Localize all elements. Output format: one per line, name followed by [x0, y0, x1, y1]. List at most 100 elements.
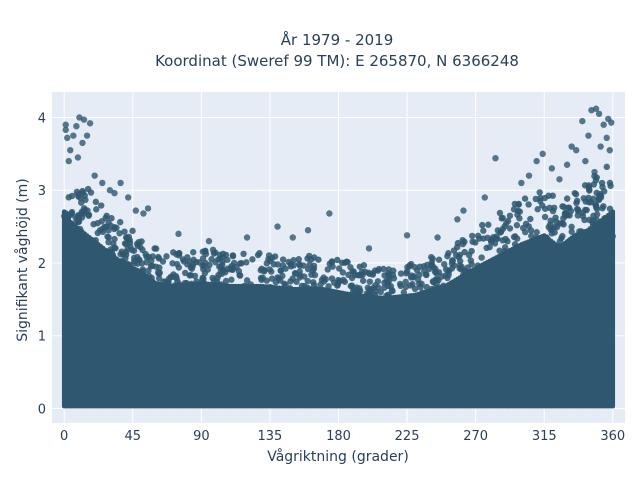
data-point [590, 181, 598, 188]
data-point [344, 258, 351, 266]
data-point [396, 280, 404, 288]
data-point [244, 289, 252, 296]
data-point [287, 278, 294, 285]
data-point [459, 236, 466, 244]
data-point [402, 283, 410, 291]
data-point [601, 215, 608, 222]
data-point [411, 285, 419, 293]
data-point [418, 306, 426, 313]
data-point [299, 301, 307, 309]
data-point [99, 228, 107, 236]
data-point [489, 267, 497, 275]
data-point [131, 274, 139, 281]
data-point [304, 265, 312, 273]
data-point [338, 259, 346, 266]
data-point [340, 303, 347, 311]
data-point [548, 165, 556, 172]
data-point [326, 210, 333, 217]
data-point [606, 205, 614, 212]
data-point [215, 256, 222, 263]
data-point [506, 225, 514, 232]
data-point [325, 283, 332, 290]
data-point [457, 266, 465, 273]
data-point [608, 119, 615, 126]
data-point [448, 260, 456, 267]
data-point [492, 155, 499, 162]
data-point [351, 271, 359, 279]
data-point [228, 276, 235, 283]
data-point [99, 179, 106, 187]
y-tick-label: 2 [38, 257, 46, 272]
data-point [126, 236, 133, 244]
data-point [541, 213, 549, 221]
data-point [62, 121, 69, 128]
data-point [347, 282, 354, 290]
data-point [259, 274, 267, 282]
data-point [205, 237, 213, 245]
data-point [193, 278, 200, 285]
data-point [361, 301, 368, 308]
data-point [371, 291, 379, 299]
data-point [550, 252, 558, 260]
data-point [129, 227, 136, 235]
data-point [468, 287, 476, 294]
data-point [181, 279, 189, 287]
data-point [329, 296, 337, 303]
data-point [81, 192, 89, 199]
data-point [414, 302, 421, 309]
data-point [274, 261, 282, 268]
data-point [563, 161, 571, 168]
data-point [421, 296, 429, 303]
data-point [295, 256, 302, 263]
data-point [84, 252, 91, 260]
data-point [151, 287, 159, 294]
data-point [407, 274, 415, 281]
data-point [269, 292, 276, 299]
data-point [423, 261, 431, 269]
data-point [77, 228, 84, 235]
data-point [179, 292, 186, 300]
data-point [549, 259, 556, 266]
data-point [394, 309, 401, 317]
data-point [334, 256, 341, 264]
data-point [123, 248, 130, 256]
data-point [159, 286, 167, 293]
data-point [85, 212, 92, 219]
data-point [355, 288, 362, 295]
data-point [442, 300, 450, 307]
data-point [445, 250, 452, 257]
data-point [93, 206, 100, 213]
data-point [447, 288, 455, 296]
data-point [210, 250, 218, 257]
data-point [300, 286, 307, 293]
data-point [506, 212, 514, 219]
y-tick-label: 4 [38, 111, 46, 126]
data-point [486, 243, 493, 251]
data-point [416, 263, 424, 270]
data-point [499, 214, 506, 222]
chart-title-line2: Koordinat (Sweref 99 TM): E 265870, N 63… [155, 52, 519, 70]
data-point [562, 212, 569, 219]
data-point [550, 204, 558, 212]
data-point [305, 292, 313, 299]
x-tick-label: 315 [532, 429, 557, 444]
data-point [400, 289, 408, 296]
data-point [503, 269, 511, 276]
data-point [271, 253, 279, 260]
y-tick-label: 0 [38, 402, 46, 417]
data-point [452, 251, 460, 259]
data-point [366, 286, 373, 293]
data-point [403, 270, 410, 277]
y-tick-label: 1 [38, 330, 46, 345]
data-point [111, 258, 118, 265]
data-point [141, 290, 148, 298]
data-point [568, 228, 575, 235]
data-point [110, 240, 117, 247]
data-point [380, 265, 387, 273]
data-point [525, 172, 533, 179]
data-point [148, 274, 155, 282]
data-point [605, 239, 612, 246]
data-point [130, 247, 138, 254]
data-point [593, 211, 601, 218]
